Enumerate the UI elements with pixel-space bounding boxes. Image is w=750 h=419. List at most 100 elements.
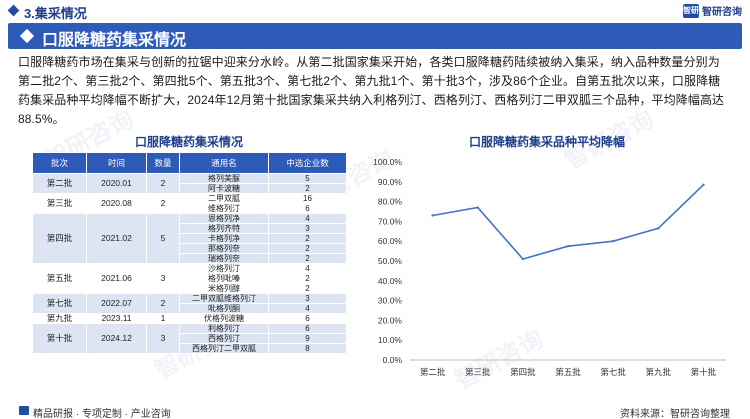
x-tick-label: 第十批 <box>691 367 717 377</box>
winning-companies-cell: 3 <box>268 223 347 234</box>
table-header-cell: 数量 <box>146 152 180 174</box>
winning-companies-cell: 6 <box>268 313 347 324</box>
batch-cell: 第十批 <box>32 323 87 354</box>
y-tick-label: 50.0% <box>378 256 403 266</box>
y-tick-label: 10.0% <box>378 335 403 345</box>
data-point <box>476 206 479 209</box>
winning-companies-cell: 4 <box>268 213 347 224</box>
table-body: 第二批 2020.01 2 格列美脲 5 阿卡波糖 2 第三批 2020.08 2 二甲双胍 16 维格… <box>32 173 347 354</box>
intro-paragraph: 口服降糖药市场在集采与创新的拉锯中迎来分水岭。从第二批国家集采开始，各类口服降糖… <box>18 55 725 126</box>
data-point <box>521 257 525 261</box>
table-row: 西格列汀二甲双胍 8 <box>33 343 347 354</box>
drug-name-cell: 伏格列波糖 <box>179 313 269 324</box>
drug-name-cell: 阿卡波糖 <box>179 183 269 194</box>
x-tick-label: 第五批 <box>555 367 581 377</box>
drug-name-cell: 利格列汀 <box>179 323 269 334</box>
winning-companies-cell: 4 <box>268 263 347 274</box>
y-tick-label: 60.0% <box>378 236 403 246</box>
winning-companies-cell: 2 <box>268 253 347 264</box>
drug-name-cell: 西格列汀 <box>179 333 269 344</box>
data-point <box>657 227 660 230</box>
count-cell: 2 <box>146 293 180 314</box>
drug-name-cell: 那格列奈 <box>179 243 269 254</box>
date-cell: 2024.12 <box>86 323 147 354</box>
table-row: 格列吡嗪 2 <box>33 273 347 284</box>
table-row: 第三批 2020.08 2 二甲双胍 16 <box>32 193 347 214</box>
drug-name-cell: 瑞格列奈 <box>179 253 269 264</box>
table-header-row: 批次 时间 数量 通用名 中选企业数 <box>32 152 347 174</box>
data-point <box>566 244 570 248</box>
drug-name-cell: 格列美脲 <box>179 173 269 184</box>
winning-companies-cell: 16 <box>268 193 347 204</box>
drug-name-cell: 恩格列净 <box>179 213 269 224</box>
y-tick-label: 100.0% <box>373 157 402 167</box>
drug-name-cell: 维格列汀 <box>179 203 269 214</box>
data-point <box>611 240 615 243</box>
title-banner: 口服降糖药集采情况 <box>8 23 742 49</box>
batch-cell: 第九批 <box>32 313 87 324</box>
footer-source: 资料来源：智研咨询整理 <box>620 409 730 419</box>
data-point <box>702 183 705 186</box>
table-row: 第二批 2020.01 2 格列美脲 5 <box>32 173 347 194</box>
drug-name-cell: 格列齐特 <box>179 223 269 234</box>
drug-name-cell: 格列吡嗪 <box>179 273 269 284</box>
winning-companies-cell: 6 <box>268 203 347 214</box>
banner-diamond-icon <box>19 28 35 44</box>
table-row: 第四批 2021.02 5 恩格列净 4 <box>32 213 347 264</box>
count-cell: 2 <box>146 173 180 194</box>
procurement-table: 批次 时间 数量 通用名 中选企业数 第二批 2020.01 2 格列美脲 5 阿卡波糖 2… <box>32 152 347 354</box>
date-cell: 2021.06 <box>86 263 147 294</box>
x-tick-label: 第四批 <box>510 367 536 377</box>
logo-icon: 智研 <box>683 3 699 18</box>
logo-text: 智研咨询 <box>702 7 742 18</box>
section-title: 3.集采情况 <box>24 6 87 21</box>
drug-name-cell: 沙格列汀 <box>179 263 269 274</box>
winning-companies-cell: 2 <box>268 233 347 244</box>
count-cell: 5 <box>146 213 180 264</box>
winning-companies-cell: 9 <box>268 333 347 344</box>
y-tick-label: 40.0% <box>378 276 403 286</box>
x-tick-label: 第七批 <box>600 367 626 377</box>
drug-name-cell: 二甲双胍 <box>179 193 269 204</box>
table-row: 那格列奈 2 <box>33 243 347 254</box>
data-point <box>431 214 434 217</box>
table-header-cell: 时间 <box>86 152 147 174</box>
winning-companies-cell: 2 <box>268 243 347 254</box>
page-title: 口服降糖药集采情况 <box>42 32 187 49</box>
date-cell: 2020.08 <box>86 193 147 214</box>
line-chart: 0.0% 10.0% 20.0% 30.0% 40.0% 50.0% 60.0% 70.0% 8… <box>362 152 734 388</box>
x-tick-label: 第三批 <box>465 367 491 377</box>
y-tick-label: 90.0% <box>378 177 403 187</box>
table-row: 第十批 2024.12 3 利格列汀 6 <box>32 323 347 354</box>
table-header-cell: 批次 <box>32 152 87 174</box>
brand-logo: 智研 智研咨询 <box>683 3 742 18</box>
date-cell: 2023.11 <box>86 313 147 324</box>
drug-name-cell: 米格列醇 <box>179 283 269 294</box>
batch-cell: 第七批 <box>32 293 87 314</box>
winning-companies-cell: 2 <box>268 183 347 194</box>
section-diamond-icon <box>7 4 20 17</box>
footer: 精品研报 · 专项定制 · 产业咨询 资料来源：智研咨询整理 <box>0 403 750 419</box>
drug-name-cell: 二甲双胍维格列汀 <box>179 293 269 304</box>
y-tick-label: 0.0% <box>383 355 403 365</box>
drug-name-cell: 吡格列酮 <box>179 303 269 314</box>
table-row: 第七批 2022.07 2 二甲双胍维格列汀 3 <box>32 293 347 314</box>
batch-cell: 第五批 <box>32 263 87 294</box>
count-cell: 2 <box>146 193 180 214</box>
count-cell: 3 <box>146 263 180 294</box>
table-header-cell: 通用名 <box>179 152 269 174</box>
batch-cell: 第三批 <box>32 193 87 214</box>
winning-companies-cell: 3 <box>268 293 347 304</box>
y-tick-label: 20.0% <box>378 315 403 325</box>
chart-title: 口服降糖药集采品种平均降幅 <box>468 135 625 149</box>
footer-slogan: 精品研报 · 专项定制 · 产业咨询 <box>33 409 171 419</box>
y-tick-label: 30.0% <box>378 296 403 306</box>
winning-companies-cell: 2 <box>268 273 347 284</box>
date-cell: 2022.07 <box>86 293 147 314</box>
table-header-cell: 中选企业数 <box>268 152 347 174</box>
y-tick-label: 80.0% <box>378 197 403 207</box>
table-row: 第九批 2023.11 1 伏格列波糖 6 <box>32 313 347 324</box>
winning-companies-cell: 2 <box>268 283 347 294</box>
count-cell: 3 <box>146 323 180 354</box>
chart-svg: 0.0% 10.0% 20.0% 30.0% 40.0% 50.0% 60.0% 70.0% 8… <box>373 157 726 377</box>
